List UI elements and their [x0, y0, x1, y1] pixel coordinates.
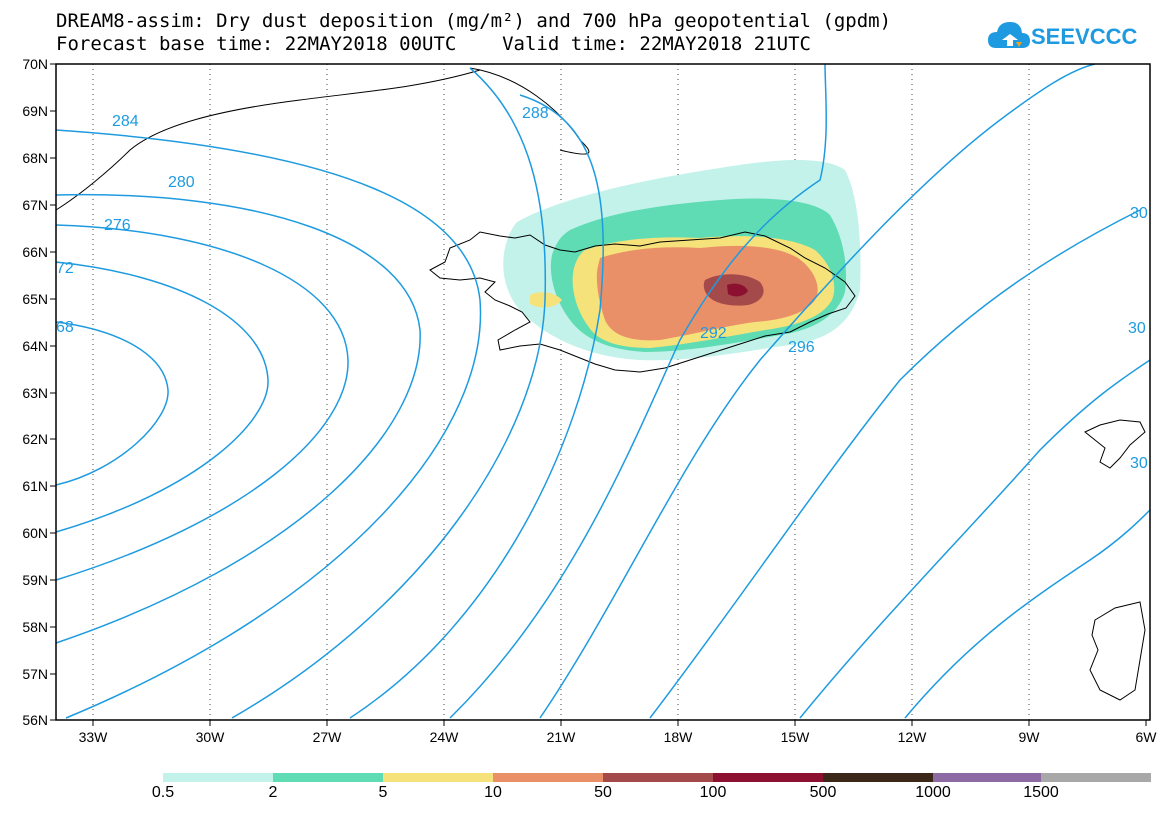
colorbar-label-50: 50: [594, 784, 612, 801]
colorbar-cell-4: [493, 773, 603, 782]
colorbar-label-500: 500: [809, 784, 837, 801]
lat-label-65n: 65N: [22, 291, 48, 307]
colorbar-cell-9: [1041, 773, 1151, 782]
grid-meridians: [92, 64, 1030, 720]
colorbar-label-1000: 1000: [915, 784, 951, 801]
contour-label-72: 72: [56, 260, 74, 277]
lat-label-69n: 69N: [22, 103, 48, 119]
lon-label-24w: 24W: [429, 729, 459, 745]
contour-label-292: 292: [700, 325, 727, 342]
contour-label-68: 68: [56, 319, 74, 336]
contour-label-276: 276: [104, 217, 131, 234]
seevccc-logo: SEEVCCC: [988, 18, 1137, 60]
contour-label-284: 284: [112, 113, 139, 130]
lat-label-56n: 56N: [22, 712, 48, 728]
colorbar-label-10: 10: [484, 784, 502, 801]
lat-label-64n: 64N: [22, 338, 48, 354]
lon-label-12w: 12W: [897, 729, 927, 745]
colorbar-cell-2: [273, 773, 383, 782]
logo-text: SEEVCCC: [1031, 24, 1138, 49]
lat-label-61n: 61N: [22, 478, 48, 494]
forecast-time-subtitle: Forecast base time: 22MAY2018 00UTC Vali…: [56, 33, 811, 55]
colorbar-cell-6: [713, 773, 823, 782]
lon-label-33w: 33W: [78, 729, 108, 745]
map-title: DREAM8-assim: Dry dust deposition (mg/m²…: [56, 10, 892, 32]
lon-label-27w: 27W: [312, 729, 342, 745]
contour-label-30-a: 30: [1130, 205, 1148, 222]
colorbar-cell-5: [603, 773, 713, 782]
lat-label-60n: 60N: [22, 525, 48, 541]
contour-label-288: 288: [522, 105, 549, 122]
lat-label-63n: 63N: [22, 385, 48, 401]
dust-deposition-field: [503, 160, 861, 361]
lon-label-21w: 21W: [546, 729, 576, 745]
contour-label-30-c: 30: [1130, 455, 1148, 472]
lon-label-9w: 9W: [1018, 729, 1040, 745]
colorbar-label-1500: 1500: [1023, 784, 1059, 801]
colorbar-label-2: 2: [268, 784, 278, 801]
lon-label-6w: 6W: [1135, 729, 1157, 745]
lat-label-67n: 67N: [22, 197, 48, 213]
lat-label-62n: 62N: [22, 431, 48, 447]
colorbar-cell-1: [163, 773, 273, 782]
lon-label-18w: 18W: [663, 729, 693, 745]
lat-label-68n: 68N: [22, 150, 48, 166]
contour-labels: 284 288 280 276 72 68 292 296 30 30 30: [56, 105, 1148, 472]
contour-label-280: 280: [168, 174, 195, 191]
colorbar-label-5: 5: [378, 784, 388, 801]
lon-label-30w: 30W: [195, 729, 225, 745]
lon-label-15w: 15W: [780, 729, 810, 745]
colorbar-cell-8: [933, 773, 1043, 782]
contour-label-30-b: 30: [1128, 320, 1146, 337]
lat-label-66n: 66N: [22, 244, 48, 260]
coastlines: [55, 67, 1146, 701]
contour-label-296: 296: [788, 339, 815, 356]
colorbar-label-100: 100: [699, 784, 727, 801]
axis-ticks: [50, 63, 1147, 726]
lat-label-70n: 70N: [22, 56, 48, 72]
lat-label-57n: 57N: [22, 666, 48, 682]
geopotential-contours: [55, 63, 1151, 719]
colorbar-label-0-5: 0.5: [151, 784, 175, 801]
colorbar-cell-3: [383, 773, 493, 782]
map-frame: [55, 63, 1151, 721]
lat-label-58n: 58N: [22, 619, 48, 635]
lat-label-59n: 59N: [22, 572, 48, 588]
cloud-icon: [988, 22, 1030, 48]
colorbar-cell-7: [823, 773, 933, 782]
